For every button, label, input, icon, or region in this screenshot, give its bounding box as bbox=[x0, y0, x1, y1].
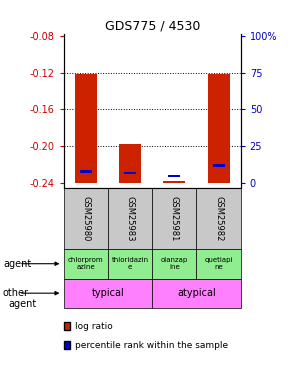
Bar bbox=[64, 279, 152, 308]
Bar bbox=[208, 74, 230, 183]
Text: GSM25982: GSM25982 bbox=[214, 196, 223, 241]
Bar bbox=[108, 188, 152, 249]
Text: GSM25983: GSM25983 bbox=[126, 195, 135, 241]
Text: GSM25981: GSM25981 bbox=[170, 196, 179, 241]
Text: percentile rank within the sample: percentile rank within the sample bbox=[75, 340, 228, 350]
Text: olanzap
ine: olanzap ine bbox=[161, 257, 188, 270]
Bar bbox=[64, 249, 108, 279]
Bar bbox=[124, 172, 136, 174]
Text: thioridazin
e: thioridazin e bbox=[112, 257, 149, 270]
Text: log ratio: log ratio bbox=[75, 322, 112, 331]
Bar bbox=[196, 249, 241, 279]
Bar bbox=[152, 249, 197, 279]
Text: agent: agent bbox=[3, 259, 31, 269]
Bar bbox=[80, 170, 92, 173]
Text: GSM25980: GSM25980 bbox=[81, 196, 90, 241]
Bar bbox=[152, 279, 241, 308]
Title: GDS775 / 4530: GDS775 / 4530 bbox=[105, 20, 200, 33]
Text: atypical: atypical bbox=[177, 288, 216, 298]
Bar bbox=[152, 188, 197, 249]
Bar bbox=[119, 144, 141, 183]
Bar bbox=[196, 188, 241, 249]
Bar bbox=[163, 181, 185, 183]
Text: chlorprom
azine: chlorprom azine bbox=[68, 257, 104, 270]
Text: typical: typical bbox=[92, 288, 124, 298]
Text: quetiapi
ne: quetiapi ne bbox=[204, 257, 233, 270]
Bar bbox=[108, 249, 152, 279]
Bar bbox=[75, 74, 97, 183]
Bar bbox=[168, 175, 180, 177]
Bar bbox=[213, 164, 225, 167]
Bar bbox=[64, 188, 108, 249]
Text: other: other bbox=[3, 288, 29, 298]
Text: agent: agent bbox=[9, 299, 37, 309]
